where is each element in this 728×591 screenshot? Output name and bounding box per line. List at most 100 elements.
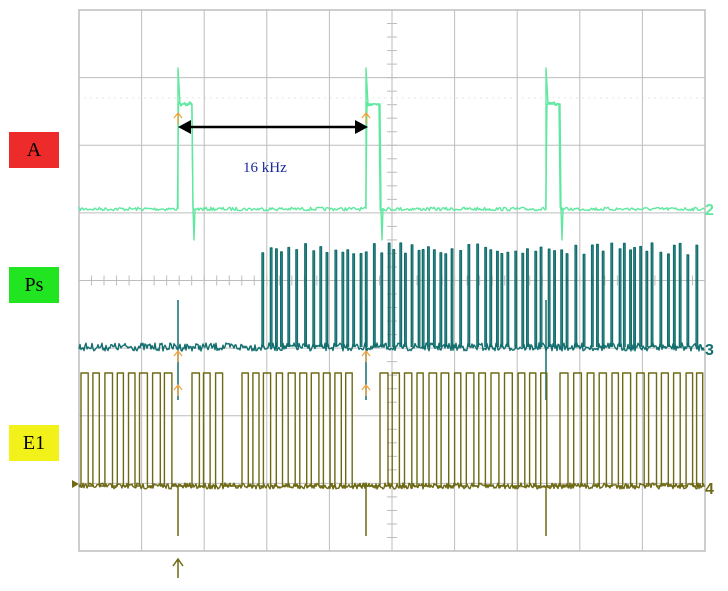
- grid-dot: [666, 97, 668, 99]
- trace-3-spike: [295, 249, 299, 347]
- trace-3-line: [78, 342, 705, 352]
- grid-dot: [504, 97, 506, 99]
- trace-3-spike: [304, 243, 307, 347]
- trace-3-spike: [489, 249, 493, 347]
- grid-dot: [612, 97, 614, 99]
- label-a: A: [9, 132, 59, 168]
- trace-3-spike: [287, 246, 291, 347]
- trace-3-spike: [506, 251, 510, 347]
- grid-dot: [372, 97, 374, 99]
- trace-3-spike: [399, 242, 403, 347]
- grid-dot: [516, 97, 518, 99]
- trace-3-spike: [695, 244, 699, 347]
- grid-dot: [636, 97, 638, 99]
- trace-3-spike: [346, 249, 350, 347]
- trace-3-spike: [387, 242, 391, 347]
- grid-dot: [276, 97, 278, 99]
- grid-dot: [414, 97, 416, 99]
- cursor-marker: [173, 112, 183, 124]
- grid-dot: [522, 97, 524, 99]
- trigger-arrow-icon: [172, 557, 184, 578]
- grid-dot: [108, 97, 110, 99]
- trace-3-spike: [678, 242, 682, 347]
- grid-dot: [336, 97, 338, 99]
- trace-3-spike: [686, 254, 690, 347]
- cursor-marker: [361, 350, 371, 362]
- arrow-head-right: [355, 120, 368, 134]
- grid-dot: [390, 97, 392, 99]
- trace-3-spike: [645, 250, 649, 347]
- grid-dot: [474, 97, 476, 99]
- trace-3-spike: [553, 250, 556, 347]
- trace-3-spike: [534, 250, 538, 347]
- grid-dot: [234, 97, 236, 99]
- grid-dot: [642, 97, 644, 99]
- trace-3-spike: [560, 249, 564, 347]
- grid-dot: [696, 97, 698, 99]
- grid-dot: [606, 97, 608, 99]
- grid-dot: [378, 97, 380, 99]
- trace-3-spike: [404, 252, 407, 347]
- trace-3-spike: [280, 251, 283, 347]
- trace-number-2: 2: [705, 202, 714, 219]
- grid-dot: [78, 97, 80, 99]
- cursor-marker: [361, 384, 371, 396]
- traces: [78, 67, 705, 536]
- grid-dot: [402, 97, 404, 99]
- label-ps-text: Ps: [24, 273, 44, 296]
- grid-dot: [150, 97, 152, 99]
- grid-dot: [348, 97, 350, 99]
- trace-3-spike: [269, 247, 273, 347]
- grid-dot: [270, 97, 272, 99]
- grid-dot: [342, 97, 344, 99]
- trace-3-spike: [496, 250, 499, 347]
- frequency-measurement: 16 kHz: [178, 120, 368, 176]
- grid-dot: [534, 97, 536, 99]
- trace-3-spike: [618, 248, 622, 347]
- trace-3-spike: [341, 251, 345, 347]
- trace-3-spike: [432, 249, 436, 347]
- grid-dot: [456, 97, 458, 99]
- grid-dot: [576, 97, 578, 99]
- grid-dot: [162, 97, 164, 99]
- grid-dot: [300, 97, 302, 99]
- trace-3-spike: [352, 253, 356, 347]
- trace-3-spike: [392, 249, 396, 347]
- grid-dot: [318, 97, 320, 99]
- trace-3-spike: [582, 253, 586, 347]
- trace-3-spike: [459, 250, 463, 347]
- grid-dot: [258, 97, 260, 99]
- grid-dot: [198, 97, 200, 99]
- label-e1: E1: [9, 425, 59, 461]
- trace-3-spike: [639, 245, 643, 347]
- grid-dot: [186, 97, 188, 99]
- grid-dot: [354, 97, 356, 99]
- grid-dot: [492, 97, 494, 99]
- grid-dot: [204, 97, 206, 99]
- label-a-text: A: [26, 138, 42, 161]
- grid-dot: [360, 97, 362, 99]
- trace-2-pulse: [177, 67, 196, 241]
- trace-2-pulse: [365, 67, 384, 241]
- trace-3-spike: [574, 244, 578, 347]
- grid-dot: [510, 97, 512, 99]
- ground-marker-icon: [72, 480, 79, 488]
- grid-dot: [594, 97, 596, 99]
- trace-3-spike: [521, 252, 525, 347]
- trace-3-spike: [467, 244, 471, 347]
- trace-3-spike: [450, 248, 454, 347]
- grid-dot: [294, 97, 296, 99]
- grid-dot: [330, 97, 332, 99]
- grid-dot: [90, 97, 92, 99]
- label-ps: Ps: [9, 267, 59, 303]
- grid-dot: [264, 97, 266, 99]
- grid-dot: [102, 97, 104, 99]
- grid-dot: [210, 97, 212, 99]
- trace-3-spike: [476, 243, 480, 347]
- trace-3-spike: [633, 247, 636, 347]
- grid-dot: [588, 97, 590, 99]
- trace-3-spike: [590, 244, 594, 347]
- trace-3-spike: [439, 252, 443, 347]
- grid-dot: [384, 97, 386, 99]
- trace-3-spike: [261, 252, 265, 347]
